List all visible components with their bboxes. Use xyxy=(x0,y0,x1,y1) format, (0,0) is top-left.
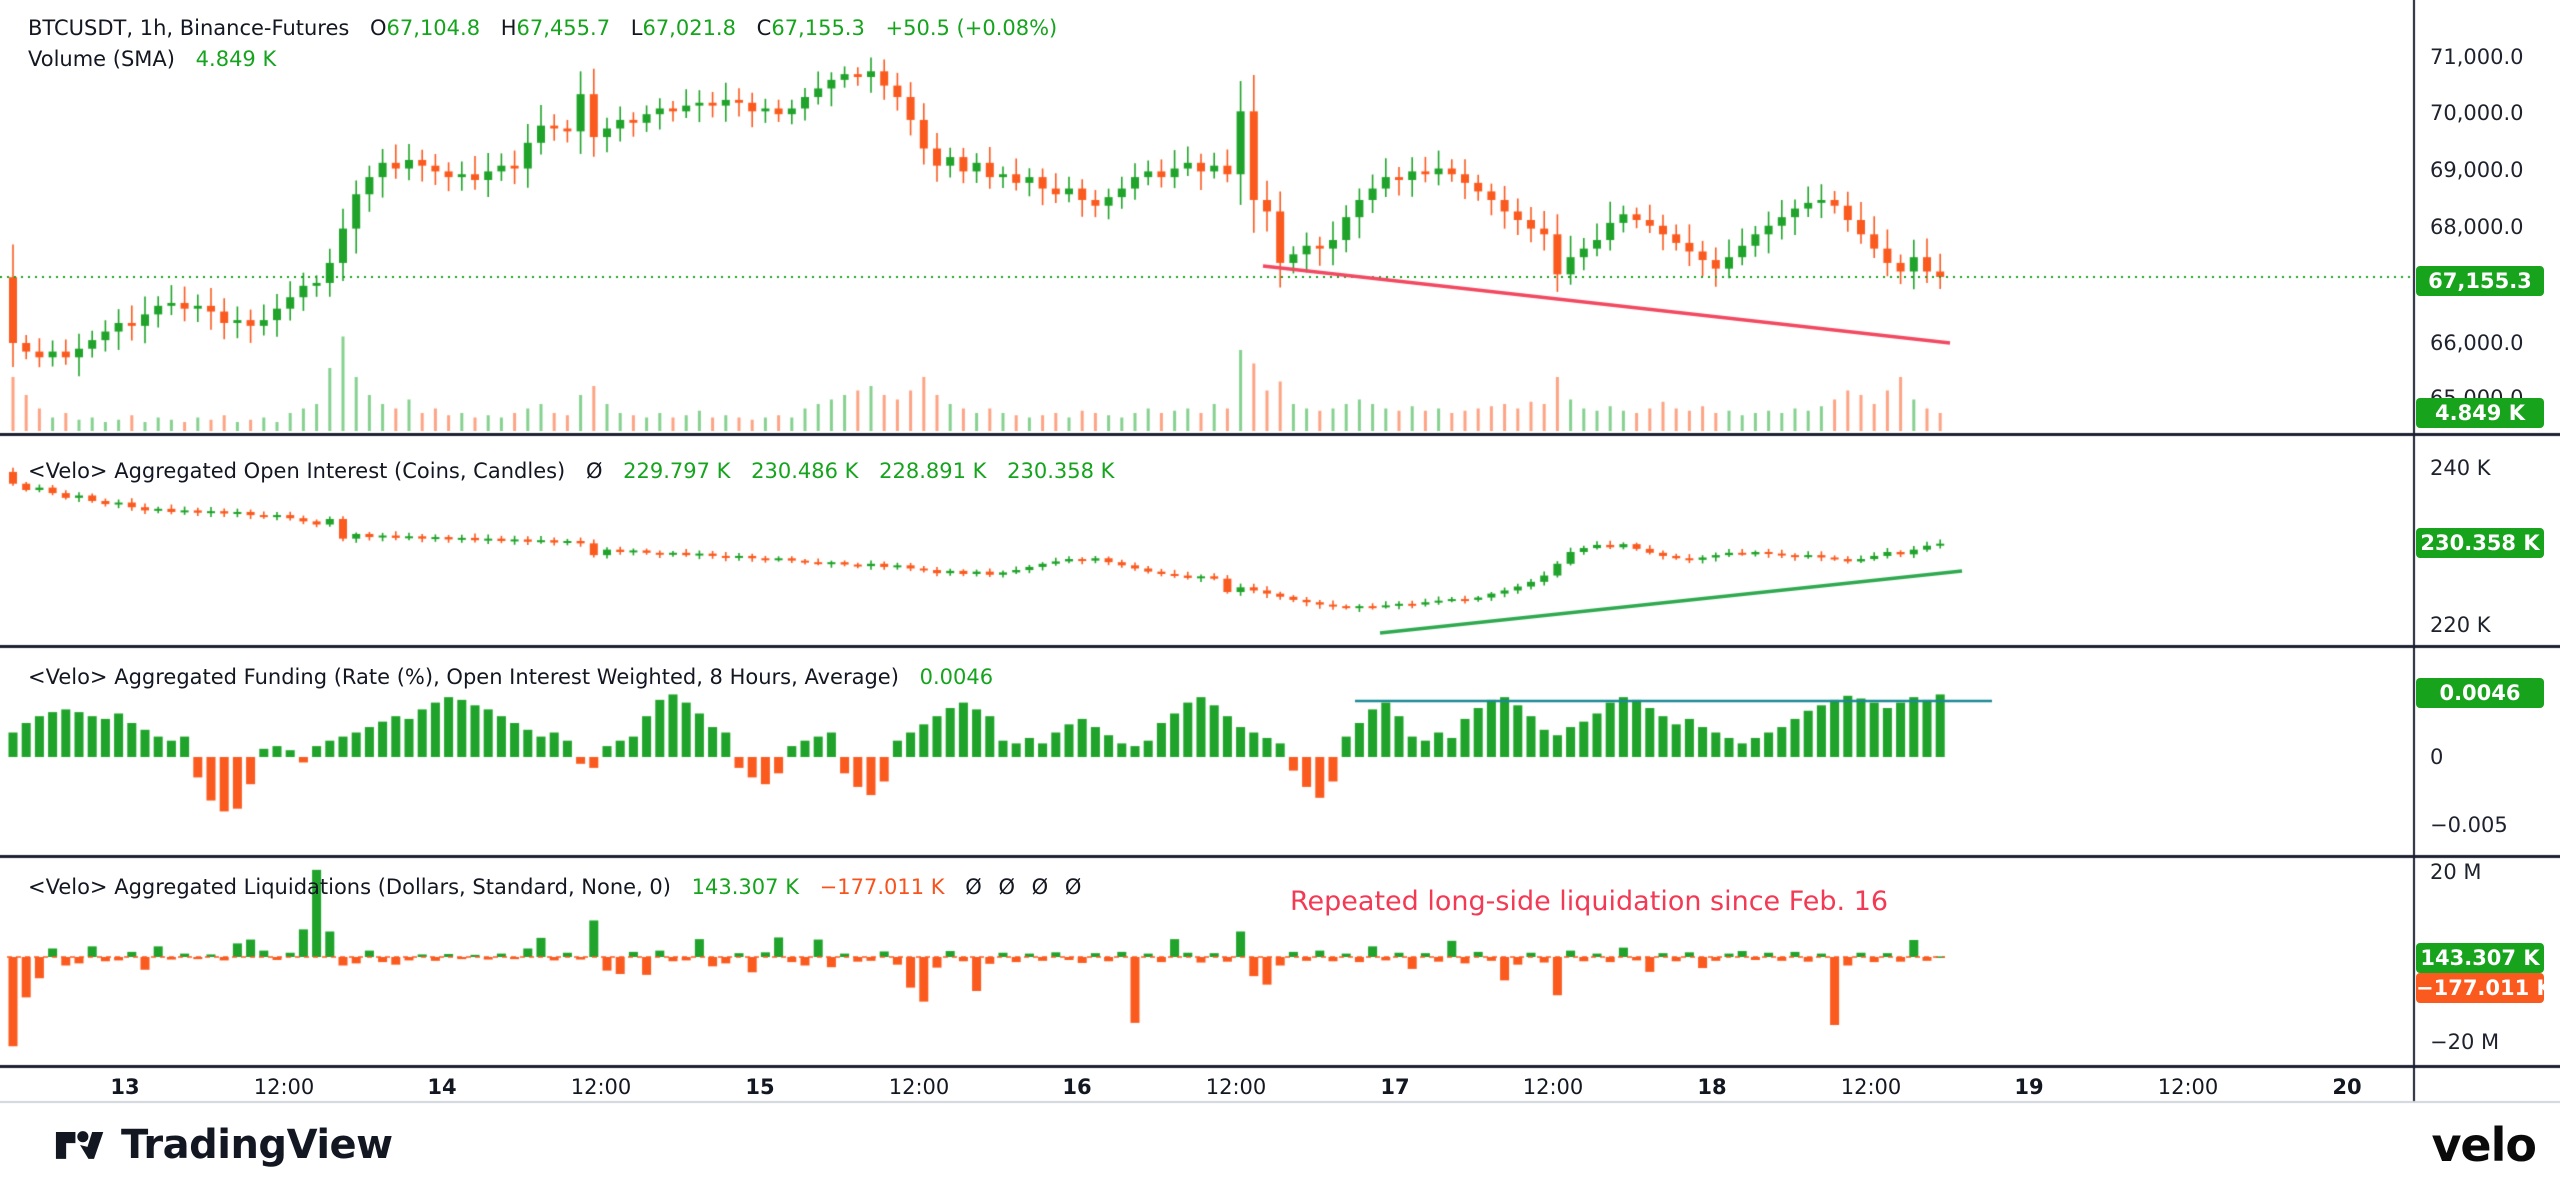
price-legend[interactable]: BTCUSDT, 1h, Binance-Futures O67,104.8 H… xyxy=(28,16,1071,40)
time-tick[interactable]: 12:00 xyxy=(888,1075,950,1099)
price-tag: 143.307 K xyxy=(2416,943,2544,973)
oi-low-value: 228.891 K xyxy=(879,459,987,483)
annotation-text: Repeated long-side liquidation since Feb… xyxy=(1290,886,1889,917)
price-tick[interactable]: −0.005 xyxy=(2430,813,2508,837)
oi-high-value: 230.486 K xyxy=(751,459,859,483)
time-tick[interactable]: 14 xyxy=(427,1075,457,1099)
price-tick[interactable]: 66,000.0 xyxy=(2430,331,2524,355)
time-tick[interactable]: 18 xyxy=(1697,1075,1727,1099)
time-tick[interactable]: 13 xyxy=(110,1075,140,1099)
liquidations-zero-2: Ø xyxy=(998,875,1015,899)
oi-close-value: 230.358 K xyxy=(1007,459,1115,483)
volume-label: Volume (SMA) xyxy=(28,47,175,71)
time-tick[interactable]: 15 xyxy=(745,1075,775,1099)
liquidations-pos-value: 143.307 K xyxy=(691,875,799,899)
price-tag: 0.0046 xyxy=(2416,678,2544,708)
footer-bar: TradingView velo xyxy=(0,1104,2560,1183)
time-tick[interactable]: 19 xyxy=(2014,1075,2044,1099)
ohlc-high: H67,455.7 xyxy=(500,16,611,40)
price-tick[interactable]: 68,000.0 xyxy=(2430,215,2524,239)
time-tick[interactable]: 12:00 xyxy=(1522,1075,1584,1099)
price-tick[interactable]: 70,000.0 xyxy=(2430,101,2524,125)
velo-logo[interactable]: velo xyxy=(2431,1118,2537,1172)
volume-legend[interactable]: Volume (SMA) 4.849 K xyxy=(28,47,290,71)
time-tick[interactable]: 12:00 xyxy=(1205,1075,1267,1099)
price-tick[interactable]: 240 K xyxy=(2430,456,2491,480)
price-change: +50.5 (+0.08%) xyxy=(885,16,1058,40)
price-tag: −177.011 K xyxy=(2416,973,2553,1003)
price-tick[interactable]: −20 M xyxy=(2430,1030,2500,1054)
liquidations-label: <Velo> Aggregated Liquidations (Dollars,… xyxy=(28,875,671,899)
funding-value: 0.0046 xyxy=(919,665,994,689)
time-tick[interactable]: 12:00 xyxy=(2157,1075,2219,1099)
time-tick[interactable]: 12:00 xyxy=(1840,1075,1902,1099)
oi-open-value: 229.797 K xyxy=(623,459,731,483)
open-interest-legend[interactable]: <Velo> Aggregated Open Interest (Coins, … xyxy=(28,459,1128,483)
price-tick[interactable]: 69,000.0 xyxy=(2430,158,2524,182)
liquidations-legend[interactable]: <Velo> Aggregated Liquidations (Dollars,… xyxy=(28,875,1091,899)
liquidations-zero-1: Ø xyxy=(965,875,982,899)
funding-label: <Velo> Aggregated Funding (Rate (%), Ope… xyxy=(28,665,899,689)
tradingview-icon xyxy=(55,1131,104,1159)
symbol-title: BTCUSDT, 1h, Binance-Futures xyxy=(28,16,350,40)
time-tick[interactable]: 20 xyxy=(2332,1075,2362,1099)
open-interest-label: <Velo> Aggregated Open Interest (Coins, … xyxy=(28,459,566,483)
price-tick[interactable]: 20 M xyxy=(2430,860,2482,884)
average-symbol: Ø xyxy=(585,459,603,483)
volume-value: 4.849 K xyxy=(195,47,277,71)
liquidations-zero-4: Ø xyxy=(1064,875,1082,899)
price-tag: 4.849 K xyxy=(2416,398,2544,428)
price-tag: 67,155.3 xyxy=(2416,266,2544,296)
tradingview-wordmark: TradingView xyxy=(121,1122,393,1168)
time-tick[interactable]: 12:00 xyxy=(253,1075,315,1099)
liquidations-neg-value: −177.011 K xyxy=(819,875,945,899)
time-tick[interactable]: 16 xyxy=(1062,1075,1092,1099)
liquidations-zero-3: Ø xyxy=(1031,875,1049,899)
price-tick[interactable]: 71,000.0 xyxy=(2430,45,2524,69)
ohlc-open: O67,104.8 xyxy=(370,16,481,40)
price-tick[interactable]: 220 K xyxy=(2430,613,2491,637)
time-tick[interactable]: 12:00 xyxy=(570,1075,632,1099)
ohlc-low: L67,021.8 xyxy=(630,16,736,40)
price-tick[interactable]: 0 xyxy=(2430,745,2444,769)
funding-legend[interactable]: <Velo> Aggregated Funding (Rate (%), Ope… xyxy=(28,665,1007,689)
ohlc-close: C67,155.3 xyxy=(756,16,865,40)
time-tick[interactable]: 17 xyxy=(1380,1075,1410,1099)
tradingview-logo[interactable]: TradingView xyxy=(55,1122,393,1168)
price-tag: 230.358 K xyxy=(2416,528,2544,558)
